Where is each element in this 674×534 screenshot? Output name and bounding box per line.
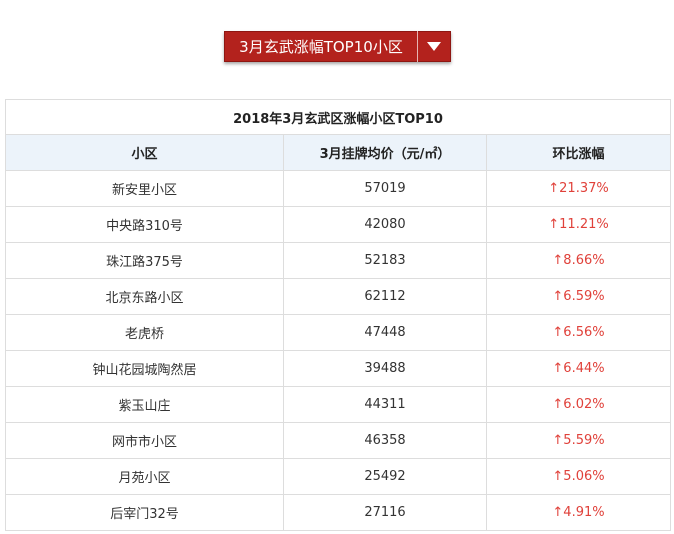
table-caption-row: 2018年3月玄武区涨幅小区TOP10: [4, 99, 672, 135]
cell-name: 紫玉山庄: [5, 386, 284, 423]
cell-change: ↑5.06%: [485, 458, 672, 495]
cell-name: 后宰门32号: [5, 494, 284, 531]
cell-price: 47448: [283, 314, 487, 351]
cell-change: ↑11.21%: [485, 206, 672, 243]
title-label: 3月玄武涨幅TOP10小区: [224, 31, 417, 62]
table-header-row: 小区 3月挂牌均价（元/㎡） 环比涨幅: [5, 134, 672, 171]
cell-change: ↑6.59%: [485, 278, 672, 315]
column-header-price: 3月挂牌均价（元/㎡）: [283, 134, 487, 171]
cell-change: ↑6.56%: [485, 314, 672, 351]
ranking-table-container: 2018年3月玄武区涨幅小区TOP10 小区 3月挂牌均价（元/㎡） 环比涨幅 …: [4, 99, 672, 531]
table-row: 新安里小区 57019 ↑21.37%: [5, 170, 672, 207]
cell-price: 44311: [283, 386, 487, 423]
column-header-name: 小区: [5, 134, 284, 171]
table-row: 珠江路375号 52183 ↑8.66%: [5, 242, 672, 279]
table-row: 月苑小区 25492 ↑5.06%: [5, 458, 672, 495]
title-dropdown[interactable]: 3月玄武涨幅TOP10小区: [224, 31, 451, 62]
column-header-change: 环比涨幅: [485, 134, 672, 171]
cell-change: ↑21.37%: [485, 170, 672, 207]
table-row: 后宰门32号 27116 ↑4.91%: [5, 494, 672, 531]
cell-change: ↑5.59%: [485, 422, 672, 459]
caret-down-icon[interactable]: [418, 31, 451, 62]
title-divider: [417, 31, 418, 62]
cell-name: 新安里小区: [5, 170, 284, 207]
cell-price: 39488: [283, 350, 487, 387]
cell-price: 62112: [283, 278, 487, 315]
cell-name: 月苑小区: [5, 458, 284, 495]
cell-name: 北京东路小区: [5, 278, 284, 315]
cell-name: 珠江路375号: [5, 242, 284, 279]
cell-change: ↑4.91%: [485, 494, 672, 531]
cell-name: 老虎桥: [5, 314, 284, 351]
cell-price: 57019: [283, 170, 487, 207]
cell-change: ↑6.02%: [485, 386, 672, 423]
cell-change: ↑8.66%: [485, 242, 672, 279]
table-row: 北京东路小区 62112 ↑6.59%: [5, 278, 672, 315]
ranking-table: 2018年3月玄武区涨幅小区TOP10 小区 3月挂牌均价（元/㎡） 环比涨幅 …: [4, 99, 672, 531]
cell-name: 中央路310号: [5, 206, 284, 243]
cell-price: 42080: [283, 206, 487, 243]
cell-change: ↑6.44%: [485, 350, 672, 387]
cell-price: 52183: [283, 242, 487, 279]
cell-name: 网市市小区: [5, 422, 284, 459]
table-row: 紫玉山庄 44311 ↑6.02%: [5, 386, 672, 423]
table-row: 网市市小区 46358 ↑5.59%: [5, 422, 672, 459]
cell-name: 钟山花园城陶然居: [5, 350, 284, 387]
table-caption: 2018年3月玄武区涨幅小区TOP10: [4, 99, 672, 135]
cell-price: 25492: [283, 458, 487, 495]
table-row: 中央路310号 42080 ↑11.21%: [5, 206, 672, 243]
cell-price: 46358: [283, 422, 487, 459]
table-row: 钟山花园城陶然居 39488 ↑6.44%: [5, 350, 672, 387]
cell-price: 27116: [283, 494, 487, 531]
table-row: 老虎桥 47448 ↑6.56%: [5, 314, 672, 351]
